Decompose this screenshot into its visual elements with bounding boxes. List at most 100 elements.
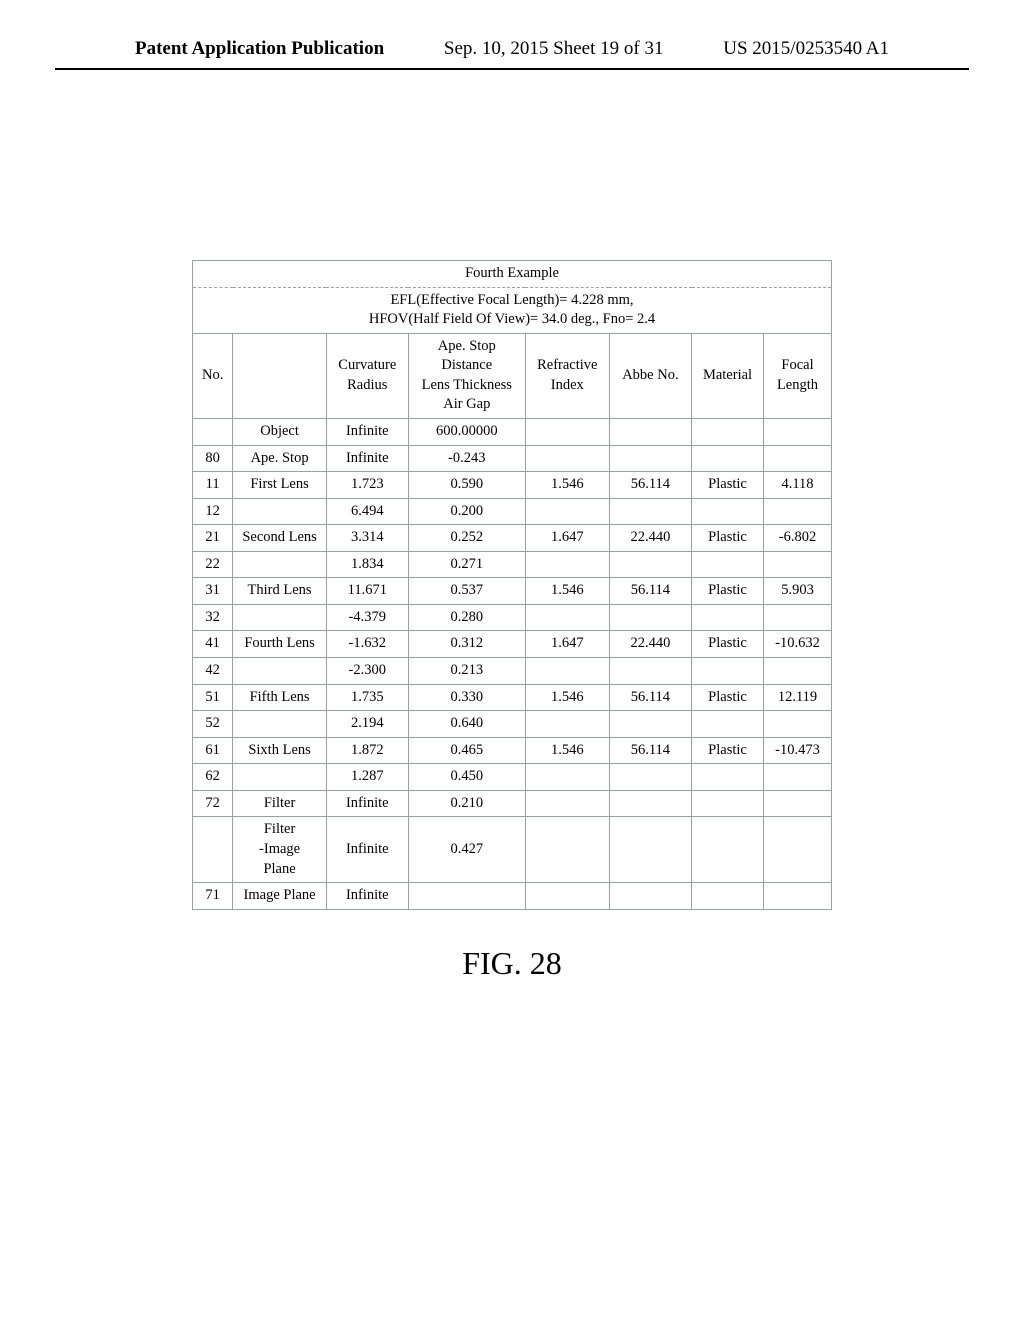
thick-l1: Ape. Stop	[438, 338, 496, 354]
table-row: 61Sixth Lens1.8720.4651.54656.114Plastic…	[193, 737, 832, 764]
table-row: 11First Lens1.7230.5901.54656.114Plastic…	[193, 472, 832, 499]
cell-refr: 1.546	[525, 684, 609, 711]
cell-no: 72	[193, 790, 233, 817]
cell-mat: Plastic	[692, 684, 764, 711]
cell-name	[233, 711, 327, 738]
cell-thick: 0.450	[408, 764, 525, 791]
cell-mat: Plastic	[692, 737, 764, 764]
cell-thick: 0.590	[408, 472, 525, 499]
table-row: ObjectInfinite600.00000	[193, 418, 832, 445]
header-right-text: US 2015/0253540 A1	[723, 38, 889, 60]
cell-name: Fifth Lens	[233, 684, 327, 711]
cell-mat	[692, 658, 764, 685]
col-header-focal: Focal Length	[764, 333, 832, 418]
cell-abbe	[609, 883, 691, 910]
table-row: 72FilterInfinite0.210	[193, 790, 832, 817]
cell-curv: 1.735	[326, 684, 408, 711]
cell-name: Image Plane	[233, 883, 327, 910]
thick-l2: Distance	[441, 357, 492, 373]
cell-no: 51	[193, 684, 233, 711]
cell-thick: 0.271	[408, 551, 525, 578]
cell-thick: 0.312	[408, 631, 525, 658]
cell-name: Filter	[233, 790, 327, 817]
cell-no: 41	[193, 631, 233, 658]
table-row: 31Third Lens11.6710.5371.54656.114Plasti…	[193, 578, 832, 605]
cell-abbe: 56.114	[609, 684, 691, 711]
cell-curv: -4.379	[326, 604, 408, 631]
cell-abbe: 56.114	[609, 737, 691, 764]
cell-abbe: 22.440	[609, 631, 691, 658]
cell-curv: 3.314	[326, 525, 408, 552]
cell-mat: Plastic	[692, 525, 764, 552]
cell-focal	[764, 418, 832, 445]
cell-curv: 1.834	[326, 551, 408, 578]
cell-abbe	[609, 817, 691, 883]
cell-focal	[764, 883, 832, 910]
col-header-name	[233, 333, 327, 418]
cell-focal	[764, 551, 832, 578]
thick-l4: Air Gap	[443, 396, 490, 412]
table-row: 42-2.3000.213	[193, 658, 832, 685]
cell-thick: 0.537	[408, 578, 525, 605]
subtitle-line2: HFOV(Half Field Of View)= 34.0 deg., Fno…	[369, 311, 655, 327]
cell-thick: 600.00000	[408, 418, 525, 445]
cell-thick: 0.252	[408, 525, 525, 552]
cell-focal	[764, 658, 832, 685]
cell-name	[233, 498, 327, 525]
table-row: 80Ape. StopInfinite-0.243	[193, 445, 832, 472]
cell-mat	[692, 498, 764, 525]
cell-no: 32	[193, 604, 233, 631]
table-row: 71Image PlaneInfinite	[193, 883, 832, 910]
cell-no: 12	[193, 498, 233, 525]
cell-mat	[692, 604, 764, 631]
cell-refr	[525, 817, 609, 883]
cell-focal	[764, 817, 832, 883]
cell-curv: 2.194	[326, 711, 408, 738]
col-header-curvature: Curvature Radius	[326, 333, 408, 418]
cell-name: Ape. Stop	[233, 445, 327, 472]
cell-thick: 0.200	[408, 498, 525, 525]
cell-no: 31	[193, 578, 233, 605]
cell-no: 62	[193, 764, 233, 791]
table-row: 32-4.3790.280	[193, 604, 832, 631]
cell-curv: Infinite	[326, 445, 408, 472]
cell-mat: Plastic	[692, 631, 764, 658]
cell-mat	[692, 764, 764, 791]
cell-abbe	[609, 711, 691, 738]
cell-name	[233, 551, 327, 578]
cell-thick: 0.213	[408, 658, 525, 685]
table-row: 51Fifth Lens1.7350.3301.54656.114Plastic…	[193, 684, 832, 711]
cell-name: Sixth Lens	[233, 737, 327, 764]
cell-no: 61	[193, 737, 233, 764]
cell-mat	[692, 790, 764, 817]
cell-refr	[525, 445, 609, 472]
header-center-text: Sep. 10, 2015 Sheet 19 of 31	[444, 38, 664, 60]
cell-refr	[525, 658, 609, 685]
cell-thick: 0.465	[408, 737, 525, 764]
cell-curv: 1.287	[326, 764, 408, 791]
cell-focal: 12.119	[764, 684, 832, 711]
table-row: 41Fourth Lens-1.6320.3121.64722.440Plast…	[193, 631, 832, 658]
cell-no: 80	[193, 445, 233, 472]
cell-curv: -2.300	[326, 658, 408, 685]
cell-no: 21	[193, 525, 233, 552]
cell-mat	[692, 551, 764, 578]
cell-abbe	[609, 658, 691, 685]
cell-refr: 1.647	[525, 525, 609, 552]
cell-curv: 6.494	[326, 498, 408, 525]
cell-mat	[692, 817, 764, 883]
table-title: Fourth Example	[193, 261, 832, 288]
cell-mat	[692, 445, 764, 472]
cell-name: Third Lens	[233, 578, 327, 605]
cell-refr	[525, 551, 609, 578]
subtitle-line1: EFL(Effective Focal Length)= 4.228 mm,	[390, 292, 633, 308]
cell-thick: 0.427	[408, 817, 525, 883]
cell-name: Second Lens	[233, 525, 327, 552]
cell-focal: -6.802	[764, 525, 832, 552]
cell-name	[233, 604, 327, 631]
lens-data-table-area: Fourth Example EFL(Effective Focal Lengt…	[192, 260, 832, 910]
table-subtitle: EFL(Effective Focal Length)= 4.228 mm, H…	[193, 287, 832, 333]
cell-no	[193, 418, 233, 445]
cell-refr: 1.546	[525, 472, 609, 499]
cell-refr	[525, 790, 609, 817]
